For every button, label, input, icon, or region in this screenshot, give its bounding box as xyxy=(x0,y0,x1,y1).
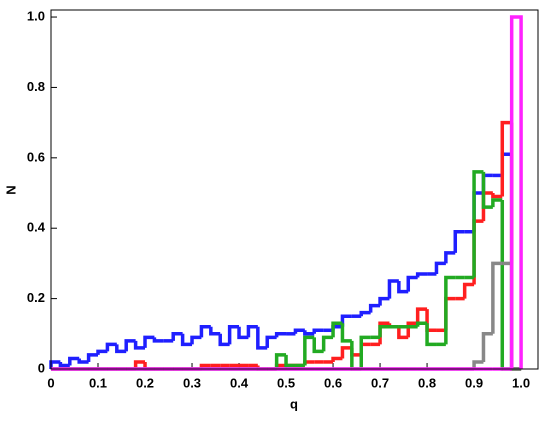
histogram-step xyxy=(397,326,409,340)
histogram-step xyxy=(284,354,296,368)
histogram-step xyxy=(115,344,127,354)
histogram-step xyxy=(415,272,428,278)
histogram-step xyxy=(472,360,484,369)
histogram-step xyxy=(124,339,136,352)
histogram-step xyxy=(274,332,287,338)
histogram-step xyxy=(209,326,221,336)
histogram-step xyxy=(143,335,155,348)
histogram-step xyxy=(481,332,493,362)
x-tick-label: 0.6 xyxy=(324,375,342,390)
histogram-step xyxy=(274,353,287,369)
x-tick-label: 0.5 xyxy=(277,375,295,390)
histogram-step xyxy=(340,346,352,359)
histogram-step xyxy=(415,307,428,324)
histogram-step xyxy=(434,261,446,274)
histogram-step xyxy=(481,171,493,209)
histogram-step xyxy=(77,358,89,364)
histogram-step xyxy=(58,361,70,368)
histogram-step xyxy=(331,321,343,338)
histogram-step xyxy=(133,360,146,369)
y-tick-label: 0 xyxy=(38,360,45,375)
histogram-step xyxy=(199,325,211,338)
y-tick-label: 0.8 xyxy=(27,79,45,94)
histogram-step xyxy=(472,170,484,278)
histogram-step xyxy=(444,251,456,264)
histogram-step xyxy=(359,310,371,317)
histogram-step xyxy=(387,279,399,299)
histogram-step xyxy=(237,326,249,340)
x-tick-label: 0 xyxy=(47,375,54,390)
x-tick-label: 0.8 xyxy=(418,375,436,390)
y-axis-label: N xyxy=(3,185,18,194)
x-tick-label: 0.4 xyxy=(230,375,249,390)
histogram-step xyxy=(340,323,352,343)
histogram-step xyxy=(509,15,523,369)
y-tick-label: 0.4 xyxy=(27,220,46,235)
histogram-step xyxy=(406,321,418,338)
histogram-step xyxy=(321,335,334,352)
histogram-step xyxy=(359,335,371,369)
histogram-step xyxy=(303,335,315,366)
histogram-step xyxy=(453,229,465,253)
histogram-step xyxy=(303,330,315,336)
x-tick-label: 0.1 xyxy=(89,375,107,390)
histogram-step xyxy=(105,342,117,352)
plot-frame xyxy=(50,9,539,370)
histogram-step xyxy=(171,332,183,341)
histogram-step xyxy=(491,193,503,199)
histogram-step xyxy=(462,282,475,299)
x-tick-label: 1.0 xyxy=(512,375,530,390)
y-tick-label: 1.0 xyxy=(27,8,45,23)
histogram-step xyxy=(444,275,456,345)
histogram-step xyxy=(227,325,240,345)
histogram-step xyxy=(378,325,390,338)
x-tick-label: 0.7 xyxy=(371,375,389,390)
histogram-step xyxy=(265,335,277,348)
y-tick-label: 0.2 xyxy=(27,290,45,305)
histogram-step xyxy=(425,323,437,347)
x-tick-label: 0.2 xyxy=(136,375,154,390)
x-tick-label: 0.3 xyxy=(183,375,201,390)
x-axis-label: q xyxy=(290,396,298,411)
histogram-step xyxy=(293,328,305,334)
histogram-step xyxy=(491,198,503,208)
histogram-step xyxy=(218,333,230,347)
histogram-step xyxy=(378,296,390,306)
histogram-step xyxy=(491,261,503,334)
histogram-step xyxy=(152,337,164,343)
histogram-step xyxy=(190,335,202,345)
histogram-step xyxy=(246,325,258,338)
histogram-step xyxy=(406,275,418,292)
histogram-step xyxy=(368,303,381,313)
histogram-step xyxy=(133,340,146,350)
histogram-step xyxy=(312,337,324,354)
histogram-step xyxy=(96,349,108,355)
histogram-step xyxy=(500,120,512,197)
histogram-step xyxy=(415,321,428,327)
x-tick-label: 0.9 xyxy=(465,375,483,390)
histogram-step xyxy=(312,328,324,334)
histogram-step xyxy=(397,281,409,294)
histogram-step xyxy=(180,333,193,347)
histogram-step xyxy=(331,356,343,362)
histogram-step xyxy=(68,356,80,366)
histogram-step xyxy=(86,353,99,362)
y-tick-label: 0.6 xyxy=(27,149,45,164)
histogram-step xyxy=(256,326,268,350)
